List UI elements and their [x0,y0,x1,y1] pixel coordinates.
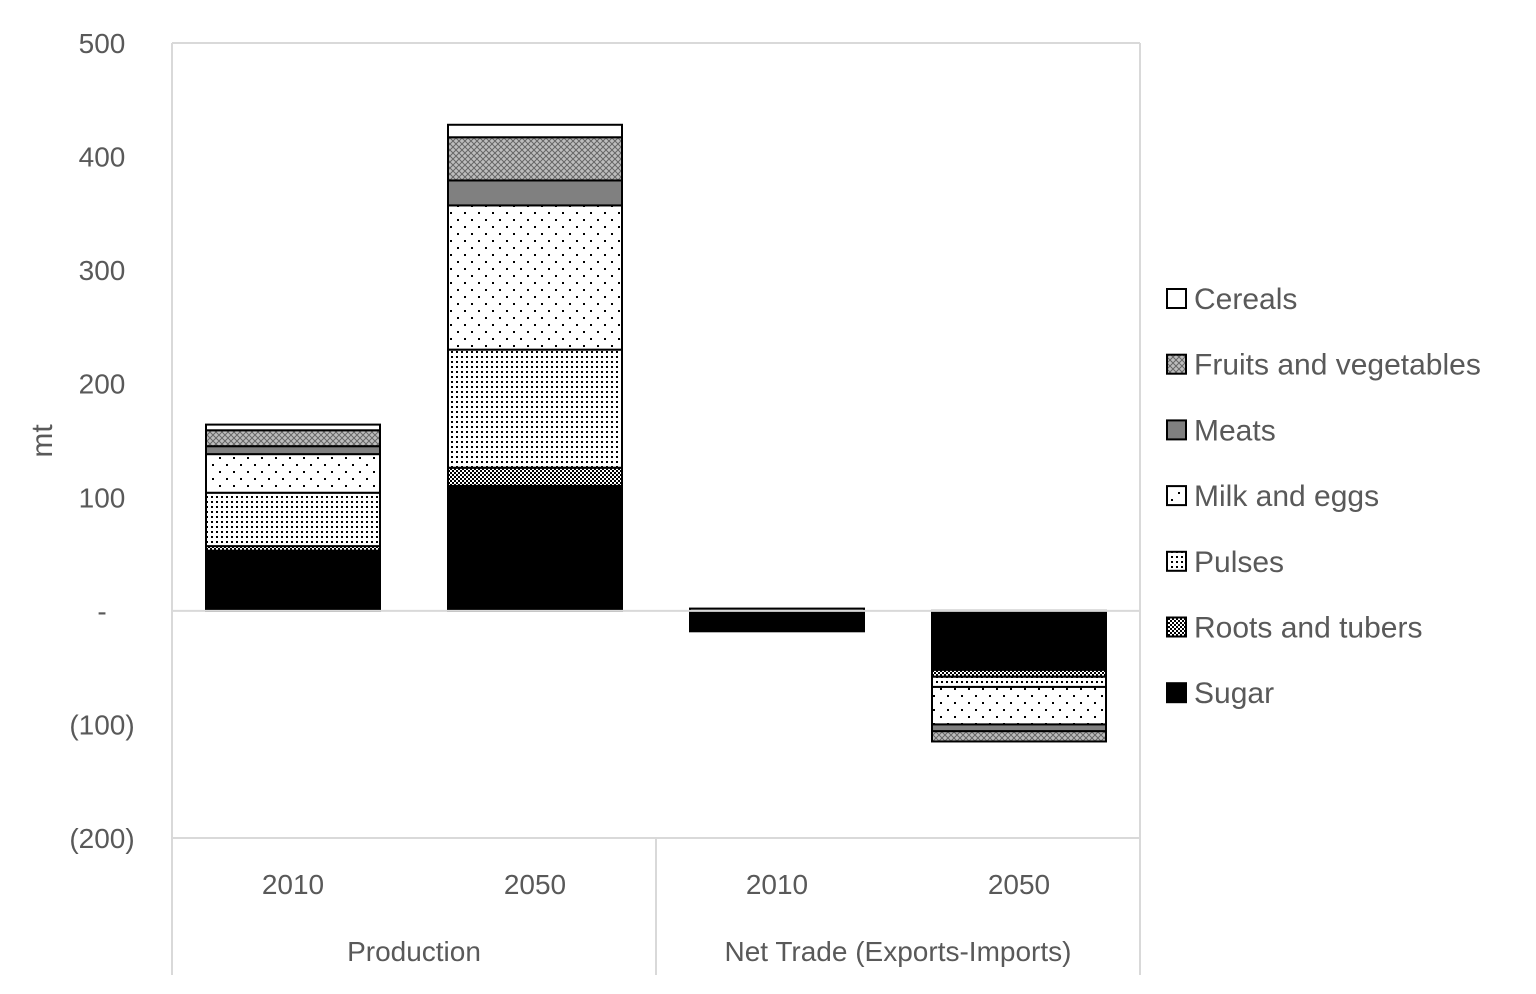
legend-swatch [1166,288,1187,309]
bar-segment-pulses [447,348,623,469]
y-tick-label: 300 [79,255,126,286]
y-tick-label: (200) [69,823,134,854]
plot-frame [171,42,1141,975]
bar-segment-fruits-and-vegetables [205,429,381,448]
bar-segment-pulses [931,675,1107,688]
y-axis-ticks: 500 400 300 200 100 - (100) (200) [69,28,134,854]
legend-label: Pulses [1194,546,1284,579]
legend-swatch [1166,419,1187,441]
legend-label: Roots and tubers [1194,612,1422,645]
y-tick-label: 500 [79,28,126,59]
legend-swatch [1166,550,1187,572]
legend-swatch [1166,485,1187,507]
bar-segment-milk-and-eggs [205,453,381,494]
bar-segment-cereals [205,423,381,432]
bar-segment-roots-and-tubers [447,466,623,487]
legend-swatch [1166,682,1187,704]
bar-segment-milk-and-eggs [931,685,1107,726]
bar-segment-meats [447,179,623,207]
legend-label: Fruits and vegetables [1194,349,1481,382]
legend: Cereals Fruits and vegetables Meats Milk an… [1166,283,1481,710]
y-tick-label: 400 [79,142,126,173]
bar-segment-meats [931,723,1107,733]
bar-segment-sugar [689,609,865,633]
bar-segment-sugar [447,484,623,612]
bar-segment-cereals [447,123,623,139]
y-tick-label: 200 [79,369,126,400]
x-tick-label: 2050 [988,869,1050,900]
y-tick-label: (100) [69,709,134,740]
legend-label: Sugar [1194,677,1274,710]
y-axis-label: mt [26,424,59,458]
y-tick-label: 100 [79,482,126,513]
bar-segment-sugar [931,609,1107,671]
bar-segment-milk-and-eggs [447,204,623,351]
legend-swatch [1166,353,1187,375]
bar-segment-roots-and-tubers [931,668,1107,678]
x-tick-label: 2010 [262,869,324,900]
x-group-label: Production [347,936,481,967]
bar-segment-fruits-and-vegetables [931,730,1107,743]
bar-segment-pulses [205,491,381,548]
legend-label: Milk and eggs [1194,480,1379,513]
x-tick-label: 2050 [504,869,566,900]
legend-label: Meats [1194,414,1276,447]
x-axis-categories: 2010 2050 2010 2050 Production Net Trade (Exp… [262,869,1072,967]
legend-swatch [1166,616,1187,638]
x-tick-label: 2010 [746,869,808,900]
x-group-label: Net Trade (Exports-Imports) [725,936,1072,967]
bar-segment-fruits-and-vegetables [447,136,623,182]
bar-segment-sugar [205,549,381,612]
legend-label: Cereals [1194,283,1297,316]
bar-segment-meats [205,445,381,456]
y-tick-label: - [97,596,106,627]
bars [172,123,1140,743]
